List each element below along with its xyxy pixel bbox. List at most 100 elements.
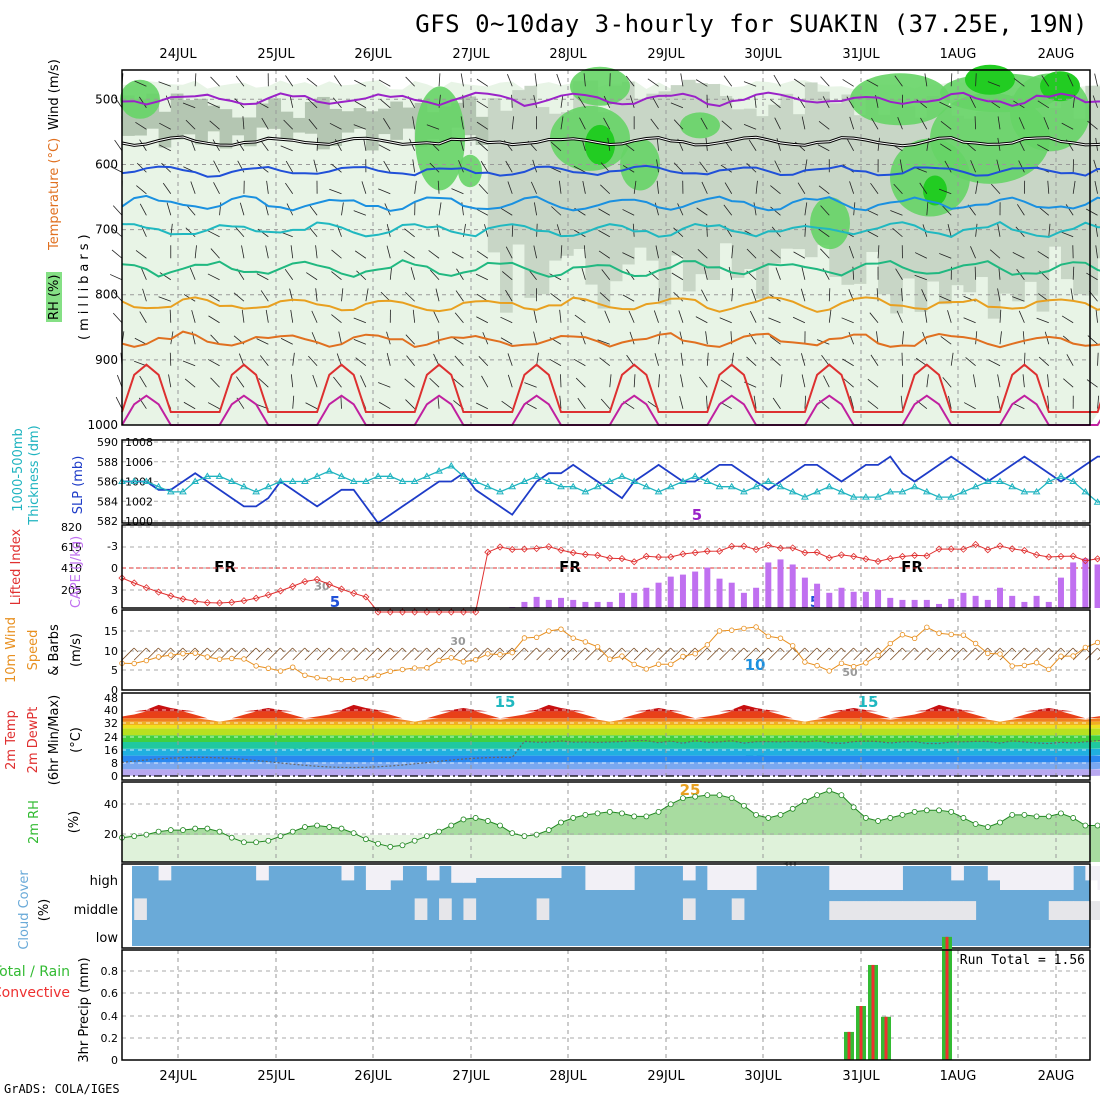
wind-barb bbox=[290, 374, 294, 388]
wind-barb bbox=[1036, 317, 1049, 324]
wind-barb bbox=[695, 79, 708, 87]
wind10-barb-flag bbox=[645, 647, 651, 653]
wind-barb bbox=[622, 252, 635, 259]
wind-barb bbox=[679, 331, 684, 345]
cape-bar bbox=[1082, 558, 1089, 608]
wind-barb bbox=[532, 159, 537, 173]
rh-shade-grey bbox=[243, 117, 257, 147]
wind10-marker bbox=[229, 655, 235, 662]
lifted-index-marker bbox=[996, 542, 1004, 550]
wind10-marker bbox=[936, 630, 942, 636]
rh2m-marker bbox=[509, 830, 516, 837]
wind-barb bbox=[678, 310, 684, 323]
rh-moist-blob bbox=[810, 197, 850, 250]
wind-barb bbox=[139, 311, 147, 323]
cape-bar bbox=[923, 599, 930, 608]
wind-barb bbox=[1086, 379, 1098, 388]
wind10-barb bbox=[999, 647, 1013, 661]
cloud-middle-cell bbox=[1085, 901, 1099, 920]
wind10-barb-flag bbox=[633, 647, 639, 653]
wind-barb bbox=[207, 230, 220, 238]
wind10-barb-flag bbox=[292, 647, 297, 653]
cloud-high-cell bbox=[585, 866, 599, 890]
thickness-marker bbox=[374, 472, 382, 479]
thickness-marker bbox=[1093, 498, 1100, 505]
wind10-marker bbox=[814, 662, 820, 669]
wind-barb bbox=[478, 356, 489, 367]
wind10-barb bbox=[780, 647, 793, 661]
rh-shade-grey bbox=[402, 107, 416, 129]
thickness-marker bbox=[752, 482, 760, 490]
wind-barb bbox=[999, 331, 1002, 345]
wind10-barb bbox=[121, 647, 135, 661]
wind10-barb bbox=[670, 647, 684, 661]
slp-tick: 1006 bbox=[125, 456, 153, 469]
rh2m-marker bbox=[180, 827, 186, 833]
rh2m-marker bbox=[753, 811, 760, 818]
wind-barb bbox=[1018, 160, 1025, 173]
wind-barb bbox=[280, 145, 293, 152]
wind-barb bbox=[260, 290, 269, 302]
cape-bar bbox=[1057, 577, 1064, 608]
wind10-barb-flag bbox=[877, 647, 883, 653]
wind10-barb-flag bbox=[377, 647, 383, 653]
lifted-index-marker bbox=[557, 546, 565, 554]
li-tick: -3 bbox=[107, 540, 118, 553]
wind-barb bbox=[533, 95, 538, 108]
wind-barb bbox=[1012, 296, 1025, 302]
wind-barb bbox=[770, 249, 781, 259]
lifted-index-marker bbox=[362, 593, 370, 601]
slp-axis-label: SLP (mb) bbox=[71, 456, 86, 515]
lifted-index-marker bbox=[350, 589, 358, 597]
lifted-index-marker bbox=[252, 594, 260, 602]
rh2m-marker bbox=[228, 834, 235, 841]
lifted-index-marker bbox=[1020, 546, 1028, 555]
thickness-marker bbox=[483, 482, 492, 490]
cloud-middle-cell bbox=[731, 898, 745, 920]
rh-shade-grey bbox=[1085, 85, 1099, 296]
wind-barb bbox=[1067, 74, 1074, 87]
lifted-index-marker bbox=[618, 555, 626, 563]
cloud-high-cell bbox=[451, 866, 464, 883]
thickness-marker bbox=[581, 487, 590, 495]
wind-barb bbox=[801, 116, 806, 130]
wind-barb bbox=[283, 119, 294, 130]
wind-barb bbox=[524, 402, 537, 410]
cape-bar bbox=[618, 592, 625, 608]
wind10-barb-flag bbox=[499, 647, 505, 653]
thickness-tick: 590 bbox=[97, 436, 118, 449]
wind10-barb bbox=[194, 647, 208, 661]
cloud-middle-cell bbox=[682, 898, 696, 920]
cloud-high-cell bbox=[1097, 866, 1100, 890]
wind-barb bbox=[166, 202, 172, 216]
rh2m-marker bbox=[265, 837, 272, 844]
pressure-tick: 800 bbox=[95, 288, 118, 302]
wind10-barb-flag bbox=[414, 647, 419, 653]
wind10-barb-flag bbox=[780, 647, 785, 653]
li-axis-label: Lifted Index bbox=[9, 528, 24, 605]
lifted-index-marker bbox=[740, 542, 748, 550]
wind-barb bbox=[458, 160, 464, 173]
wind-barb bbox=[507, 353, 513, 366]
wind10-axis-label-line: 10m Wind bbox=[4, 617, 19, 683]
wind10-barb-flag bbox=[719, 647, 724, 653]
thickness-marker bbox=[166, 487, 175, 495]
wind-barb bbox=[207, 273, 220, 281]
cape-tick: 205 bbox=[61, 584, 82, 597]
wind-barb bbox=[480, 160, 489, 173]
thickness-marker bbox=[203, 472, 212, 479]
rh2m-marker bbox=[887, 815, 894, 821]
wind-barb bbox=[292, 395, 295, 409]
wind-barb bbox=[947, 224, 952, 237]
wind-barb bbox=[433, 353, 440, 366]
wind-barb bbox=[970, 160, 976, 173]
rh-shade-grey bbox=[353, 108, 367, 129]
rh2m-marker bbox=[728, 795, 735, 802]
rh2m-marker bbox=[1070, 815, 1077, 821]
wind-barb bbox=[305, 402, 318, 410]
rh-shade-grey bbox=[512, 90, 525, 245]
precip-convective-bar bbox=[859, 1006, 863, 1060]
wind-barb bbox=[140, 267, 147, 280]
wind10-barb bbox=[255, 647, 269, 661]
precip-tick: 0.2 bbox=[101, 1032, 119, 1045]
